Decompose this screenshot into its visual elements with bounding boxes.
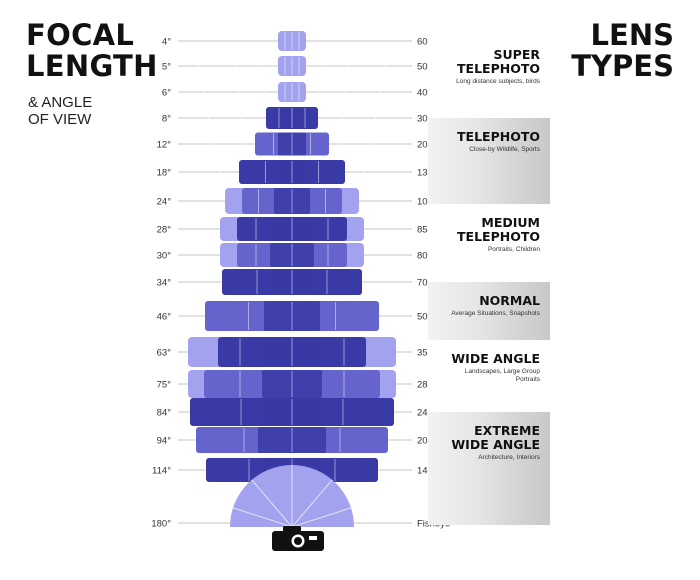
lens-type-band: TELEPHOTO Close-by Wildlife, Sports bbox=[428, 118, 550, 204]
lens-type-description: Landscapes, Large Group Portraits bbox=[464, 368, 540, 383]
lens-type-description: Average Situations, Snapshots bbox=[451, 310, 540, 317]
angle-label: 12° bbox=[157, 140, 172, 151]
focal-length-bar bbox=[278, 56, 306, 76]
angle-label: 28° bbox=[157, 225, 172, 236]
lens-type-description: Portraits, Children bbox=[487, 246, 540, 253]
angle-label: 4° bbox=[162, 37, 171, 48]
subtitle: & ANGLE OF VIEW bbox=[28, 94, 92, 128]
lens-type-description: Architecture, Interiors bbox=[478, 454, 540, 461]
angle-label: 8° bbox=[162, 114, 171, 125]
subtitle-line: & ANGLE bbox=[28, 94, 93, 111]
angle-label: 114° bbox=[152, 466, 171, 477]
focal-length-bar bbox=[190, 398, 394, 426]
angle-label: 6° bbox=[162, 88, 171, 99]
lens-type-description: Close-by Wildlife, Sports bbox=[469, 146, 540, 153]
angle-label: 30° bbox=[157, 251, 172, 262]
main-title-line: FOCAL bbox=[26, 18, 135, 52]
lens-type-title: TELEPHOTO bbox=[457, 129, 540, 144]
focal-length-bar bbox=[266, 107, 318, 129]
subtitle-line: OF VIEW bbox=[28, 111, 92, 128]
focal-length-bar bbox=[278, 82, 306, 102]
focal-length-bar bbox=[225, 188, 359, 214]
lens-types-title: LENS TYPES bbox=[571, 20, 674, 82]
focal-length-bar bbox=[220, 243, 364, 267]
lens-type-title: NORMAL bbox=[479, 293, 540, 308]
angle-label: 46° bbox=[157, 312, 172, 323]
focal-length-bar bbox=[188, 337, 396, 367]
focal-length-bar bbox=[188, 370, 396, 398]
angle-label: 18° bbox=[157, 168, 172, 179]
angle-label: 5° bbox=[162, 62, 171, 73]
lens-type-title: MEDIUM TELEPHOTO bbox=[457, 215, 540, 244]
lens-type-title: SUPER TELEPHOTO bbox=[457, 47, 540, 76]
lens-type-band: WIDE ANGLE Landscapes, Large Group Portra… bbox=[428, 340, 550, 412]
lens-type-band: NORMAL Average Situations, Snapshots bbox=[428, 282, 550, 340]
focal-length-bar bbox=[196, 427, 388, 453]
angle-label: 63° bbox=[157, 348, 172, 359]
main-title: FOCAL LENGTH bbox=[26, 20, 158, 82]
focal-length-bar bbox=[220, 217, 364, 241]
angle-label: 94° bbox=[157, 436, 172, 447]
focal-length-bar bbox=[278, 31, 306, 51]
angle-label: 180° bbox=[151, 519, 171, 530]
angle-label: 24° bbox=[157, 197, 172, 208]
lens-type-title: EXTREME WIDE ANGLE bbox=[451, 423, 540, 452]
lens-types-title-line: TYPES bbox=[571, 49, 674, 83]
camera-icon bbox=[272, 526, 324, 551]
focal-length-bar bbox=[222, 269, 362, 295]
lens-type-band: SUPER TELEPHOTO Long distance subjects, bi… bbox=[428, 36, 550, 118]
angle-label: 34° bbox=[157, 278, 172, 289]
angle-label: 84° bbox=[157, 408, 172, 419]
lens-types-title-line: LENS bbox=[590, 18, 674, 52]
main-title-line: LENGTH bbox=[26, 49, 158, 83]
focal-length-bar bbox=[239, 160, 345, 184]
lens-type-band: MEDIUM TELEPHOTO Portraits, Children bbox=[428, 204, 550, 282]
lens-type-title: WIDE ANGLE bbox=[451, 351, 540, 366]
angle-label: 75° bbox=[157, 380, 172, 391]
lens-type-description: Long distance subjects, birds bbox=[456, 78, 540, 85]
focal-length-bar bbox=[205, 301, 379, 331]
focal-length-bar bbox=[255, 132, 329, 156]
lens-type-band: EXTREME WIDE ANGLE Architecture, Interiors bbox=[428, 412, 550, 525]
